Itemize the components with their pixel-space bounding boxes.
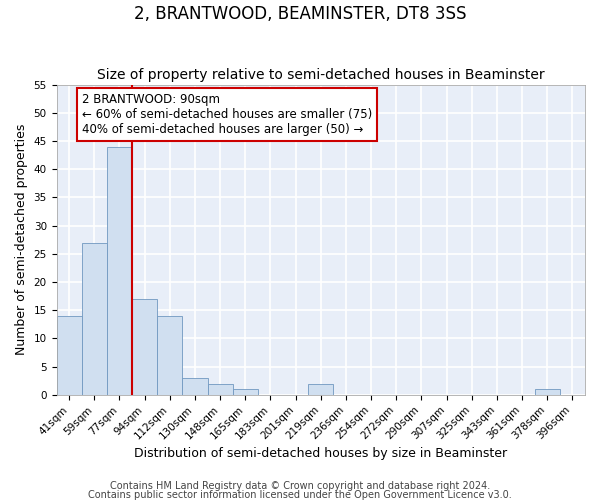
Bar: [233, 389, 258, 395]
Bar: [132, 299, 157, 395]
Bar: [157, 316, 182, 395]
Text: 2 BRANTWOOD: 90sqm
← 60% of semi-detached houses are smaller (75)
40% of semi-de: 2 BRANTWOOD: 90sqm ← 60% of semi-detache…: [82, 93, 372, 136]
Bar: [208, 384, 233, 395]
Bar: [535, 389, 560, 395]
Text: Contains HM Land Registry data © Crown copyright and database right 2024.: Contains HM Land Registry data © Crown c…: [110, 481, 490, 491]
X-axis label: Distribution of semi-detached houses by size in Beaminster: Distribution of semi-detached houses by …: [134, 447, 508, 460]
Bar: [107, 146, 132, 395]
Text: Contains public sector information licensed under the Open Government Licence v3: Contains public sector information licen…: [88, 490, 512, 500]
Bar: [82, 242, 107, 395]
Title: Size of property relative to semi-detached houses in Beaminster: Size of property relative to semi-detach…: [97, 68, 545, 82]
Y-axis label: Number of semi-detached properties: Number of semi-detached properties: [15, 124, 28, 356]
Text: 2, BRANTWOOD, BEAMINSTER, DT8 3SS: 2, BRANTWOOD, BEAMINSTER, DT8 3SS: [134, 5, 466, 23]
Bar: [182, 378, 208, 395]
Bar: [308, 384, 334, 395]
Bar: [56, 316, 82, 395]
